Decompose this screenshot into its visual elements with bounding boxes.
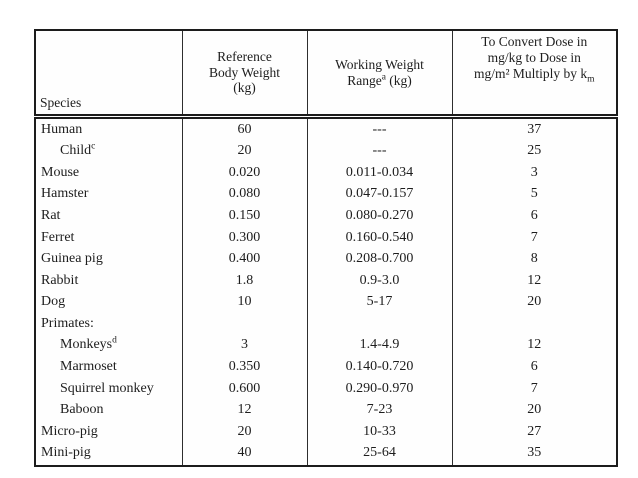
ref-weight-cell: 0.080 [181, 183, 308, 206]
species-cell: Rabbit [34, 270, 183, 292]
species-cell: Ferret [34, 226, 183, 249]
km-subscript: m [587, 74, 595, 85]
header-row: Species Reference Body Weight (kg) Worki… [34, 30, 618, 119]
table-row-primates-label: Primates: [34, 313, 618, 335]
ref-weight-cell: 20 [181, 140, 308, 163]
weight-range-cell: 0.208-0.700 [306, 248, 453, 271]
ref-weight-cell: 12 [181, 399, 308, 422]
table-row-marmoset: Marmoset 0.350 0.140-0.720 6 [34, 356, 618, 379]
km-cell: 37 [451, 116, 618, 141]
km-cell: 20 [451, 399, 618, 422]
species-cell: Primates: [34, 313, 183, 335]
header-km-factor: To Convert Dose in mg/kg to Dose in mg/m… [451, 30, 618, 119]
ref-weight-cell: 0.400 [181, 248, 308, 271]
weight-range-cell: 0.9-3.0 [306, 270, 453, 292]
weight-range-cell: 0.160-0.540 [306, 226, 453, 249]
table-row-dog: Dog 10 5-17 20 [34, 291, 618, 314]
weight-range-cell: 0.047-0.157 [306, 183, 453, 206]
km-cell: 7 [451, 226, 618, 249]
km-cell: 20 [451, 291, 618, 314]
species-cell: Micro-pig [34, 421, 183, 443]
table-row-mini-pig: Mini-pig 40 25-64 35 [34, 442, 618, 466]
weight-range-cell [306, 313, 453, 335]
table-row-rabbit: Rabbit 1.8 0.9-3.0 12 [34, 270, 618, 292]
weight-range-cell: --- [306, 140, 453, 163]
km-cell: 6 [451, 356, 618, 379]
table-header: Species Reference Body Weight (kg) Worki… [34, 30, 618, 119]
km-cell: 12 [451, 334, 618, 357]
ref-weight-cell: 0.150 [181, 205, 308, 227]
table-row-ferret: Ferret 0.300 0.160-0.540 7 [34, 226, 618, 249]
species-cell: Baboon [34, 399, 183, 422]
species-cell: Human [34, 116, 183, 141]
species-cell: Dog [34, 291, 183, 314]
ref-weight-cell: 60 [181, 116, 308, 141]
weight-range-cell: 25-64 [306, 442, 453, 466]
weight-range-cell: 7-23 [306, 399, 453, 422]
km-cell: 6 [451, 205, 618, 227]
km-cell: 5 [451, 183, 618, 206]
table-row-baboon: Baboon 12 7-23 20 [34, 399, 618, 422]
dose-conversion-table: Species Reference Body Weight (kg) Worki… [34, 29, 618, 467]
km-cell [451, 313, 618, 335]
species-cell: Mouse [34, 162, 183, 184]
ref-weight-cell [181, 313, 308, 335]
ref-weight-cell: 0.020 [181, 162, 308, 184]
species-cell: Marmoset [34, 356, 183, 379]
species-cell: Guinea pig [34, 248, 183, 271]
species-cell: Mini-pig [34, 442, 183, 466]
km-cell: 25 [451, 140, 618, 163]
weight-range-cell: 0.011-0.034 [306, 162, 453, 184]
table-row-mouse: Mouse 0.020 0.011-0.034 3 [34, 162, 618, 184]
km-cell: 35 [451, 442, 618, 466]
header-working-weight-range: Working Weight Rangea (kg) [306, 30, 453, 119]
species-cell: Hamster [34, 183, 183, 206]
table-row-monkeys: Monkeysd 3 1.4-4.9 12 [34, 334, 618, 357]
species-cell: Childc [34, 140, 183, 163]
species-cell: Rat [34, 205, 183, 227]
km-cell: 3 [451, 162, 618, 184]
ref-weight-cell: 1.8 [181, 270, 308, 292]
ref-weight-cell: 0.300 [181, 226, 308, 249]
weight-range-cell: 10-33 [306, 421, 453, 443]
header-species: Species [34, 30, 183, 119]
table-body: Human 60 --- 37 Childc 20 --- 25 Mouse 0… [34, 116, 618, 466]
km-cell: 7 [451, 378, 618, 400]
weight-range-cell: 0.140-0.720 [306, 356, 453, 379]
table-row-squirrel-monkey: Squirrel monkey 0.600 0.290-0.970 7 [34, 378, 618, 400]
header-reference-body-weight: Reference Body Weight (kg) [181, 30, 308, 119]
ref-weight-cell: 40 [181, 442, 308, 466]
table-row-rat: Rat 0.150 0.080-0.270 6 [34, 205, 618, 227]
weight-range-cell: 5-17 [306, 291, 453, 314]
km-cell: 27 [451, 421, 618, 443]
weight-range-cell: 1.4-4.9 [306, 334, 453, 357]
weight-range-cell: --- [306, 116, 453, 141]
ref-weight-cell: 0.600 [181, 378, 308, 400]
ref-weight-cell: 10 [181, 291, 308, 314]
footnote-a-marker: a [381, 72, 386, 82]
table-row-guinea-pig: Guinea pig 0.400 0.208-0.700 8 [34, 248, 618, 271]
km-cell: 12 [451, 270, 618, 292]
ref-weight-cell: 3 [181, 334, 308, 357]
table-row-hamster: Hamster 0.080 0.047-0.157 5 [34, 183, 618, 206]
weight-range-cell: 0.080-0.270 [306, 205, 453, 227]
weight-range-cell: 0.290-0.970 [306, 378, 453, 400]
table-row-child: Childc 20 --- 25 [34, 140, 618, 163]
table-row-human: Human 60 --- 37 [34, 116, 618, 141]
ref-weight-cell: 0.350 [181, 356, 308, 379]
species-cell: Squirrel monkey [34, 378, 183, 400]
footnote-c-marker: c [91, 141, 96, 152]
species-cell: Monkeysd [34, 334, 183, 357]
footnote-d-marker: d [112, 335, 117, 346]
ref-weight-cell: 20 [181, 421, 308, 443]
table-row-micro-pig: Micro-pig 20 10-33 27 [34, 421, 618, 443]
km-cell: 8 [451, 248, 618, 271]
